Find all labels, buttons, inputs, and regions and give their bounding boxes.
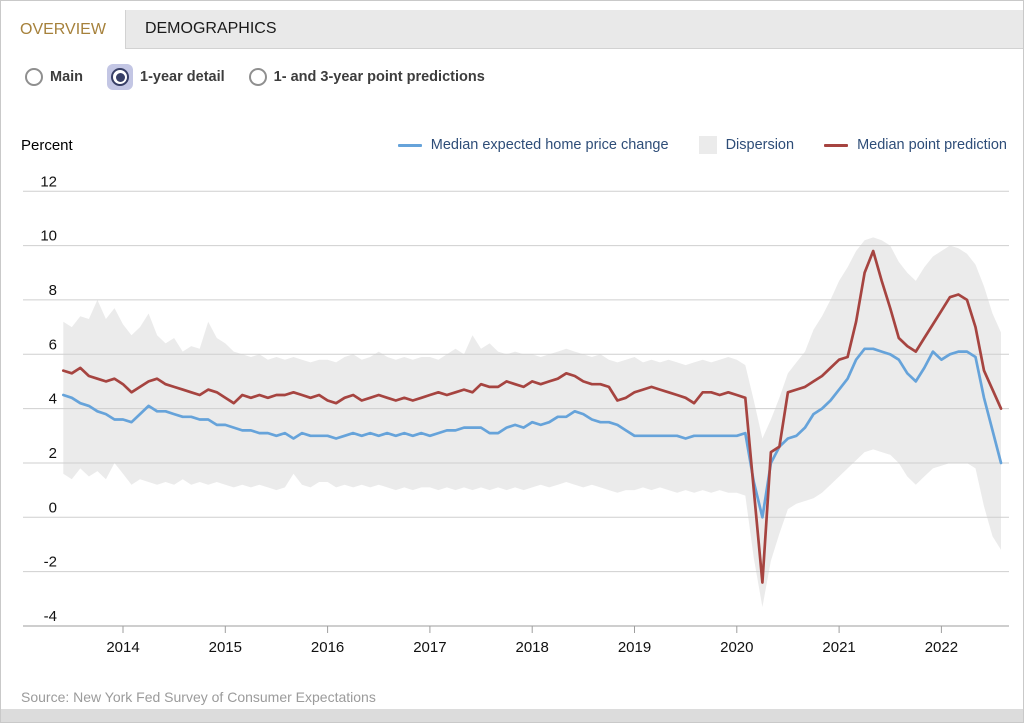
- x-tick-label: 2021: [822, 639, 855, 656]
- radio-unselected-icon: [25, 68, 43, 86]
- tab-demographics[interactable]: DEMOGRAPHICS: [126, 10, 296, 48]
- radio-1-year-detail[interactable]: 1-year detail: [107, 64, 225, 90]
- chart-canvas[interactable]: 12 10 8 6 4 2 0 -2 -4 2014 2015 2016 2017 2018 2019 202…: [1, 161, 1024, 661]
- x-tick-label: 2016: [311, 639, 344, 656]
- tab-bar: OVERVIEW DEMOGRAPHICS: [1, 10, 1023, 49]
- y-tick-label: 2: [49, 445, 57, 462]
- radio-1-and-3-year[interactable]: 1- and 3-year point predictions: [248, 68, 485, 86]
- y-tick-label: 10: [40, 228, 57, 245]
- y-tick-label: 12: [40, 173, 57, 190]
- y-tick-label: 6: [49, 336, 57, 353]
- legend-label-point-prediction: Median point prediction: [857, 137, 1007, 153]
- x-tick-label: 2014: [106, 639, 139, 656]
- series-line-median-expected: [61, 347, 1003, 519]
- x-tick-label: 2019: [618, 639, 651, 656]
- x-tick-label: 2022: [925, 639, 958, 656]
- radio-selected-icon: [107, 64, 134, 90]
- legend-row: Percent Median expected home price chang…: [21, 133, 1007, 157]
- source-note: Source: New York Fed Survey of Consumer …: [21, 689, 376, 705]
- y-tick-label: 4: [49, 391, 57, 408]
- y-tick-label: -4: [44, 608, 57, 625]
- dispersion-swatch-icon: [698, 136, 717, 154]
- x-tick-label: 2020: [720, 639, 753, 656]
- radio-1-year-detail-label: 1-year detail: [140, 69, 225, 85]
- series-line-point-prediction: [61, 249, 1003, 584]
- tab-overview-label: OVERVIEW: [20, 20, 106, 38]
- legend-item-median-expected[interactable]: Median expected home price change: [397, 137, 669, 153]
- x-tick-label: 2015: [209, 639, 242, 656]
- legend: Median expected home price change Disper…: [397, 136, 1007, 154]
- y-tick-label: 8: [49, 282, 57, 299]
- legend-label-dispersion: Dispersion: [725, 137, 795, 153]
- radio-main-label: Main: [50, 69, 84, 85]
- legend-item-point-prediction[interactable]: Median point prediction: [824, 137, 1007, 153]
- blue-line-swatch-icon: [397, 143, 422, 147]
- radio-main[interactable]: Main: [25, 68, 83, 86]
- y-axis-unit-label: Percent: [21, 136, 73, 154]
- y-tick-label: -2: [44, 554, 57, 571]
- tab-overview[interactable]: OVERVIEW: [1, 10, 126, 49]
- view-options: Main 1-year detail 1- and 3-year point p…: [25, 62, 485, 92]
- x-tick-label: 2018: [516, 639, 549, 656]
- radio-unselected-icon: [248, 68, 267, 86]
- y-tick-label: 0: [49, 499, 57, 516]
- tab-demographics-label: DEMOGRAPHICS: [144, 20, 277, 37]
- legend-item-dispersion[interactable]: Dispersion: [698, 136, 795, 154]
- x-tick-label: 2017: [413, 639, 446, 656]
- legend-label-median-expected: Median expected home price change: [430, 137, 669, 153]
- bottom-strip: [1, 709, 1023, 722]
- radio-1-and-3-year-label: 1- and 3-year point predictions: [273, 69, 485, 85]
- red-line-swatch-icon: [824, 143, 849, 147]
